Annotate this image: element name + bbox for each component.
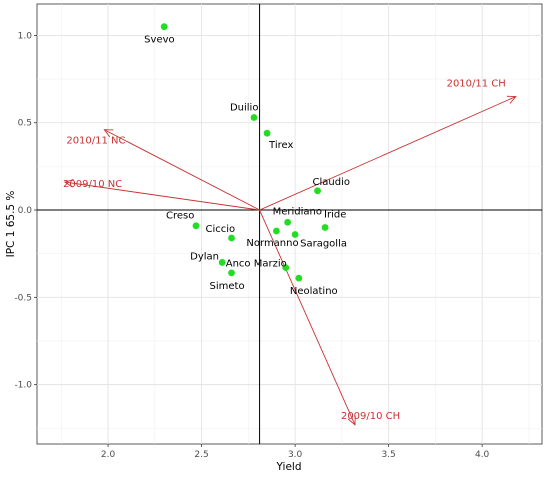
genotype-points bbox=[160, 23, 329, 282]
genotype-point bbox=[250, 114, 258, 121]
axis-ticks: 2.0 2.5 3.0 3.5 4.0 1.0 0.5 0.0 -0.5 -1.0 bbox=[14, 31, 489, 460]
x-tick-label: 3.0 bbox=[288, 450, 303, 460]
vector-label: 2009/10 CH bbox=[341, 411, 400, 422]
point-label: Meridiano bbox=[273, 206, 322, 217]
point-label: Anco Marzio bbox=[226, 259, 287, 270]
genotype-point bbox=[273, 227, 280, 235]
point-label: Iride bbox=[324, 209, 346, 220]
genotype-point bbox=[218, 259, 226, 266]
point-label: Claudio bbox=[313, 177, 350, 188]
genotype-point bbox=[284, 218, 292, 226]
vector-label: 2010/11 NC bbox=[66, 136, 125, 147]
genotype-point bbox=[228, 234, 235, 242]
point-label: Duilio bbox=[230, 102, 258, 113]
y-tick-label: 0.5 bbox=[18, 119, 32, 129]
vector-label: 2010/11 CH bbox=[447, 79, 506, 90]
vector-arrowhead bbox=[506, 95, 517, 104]
x-axis-title: Yield bbox=[276, 461, 302, 473]
reference-lines bbox=[37, 4, 542, 444]
x-tick-label: 4.0 bbox=[475, 450, 490, 460]
genotype-point bbox=[160, 23, 168, 31]
point-label: Creso bbox=[166, 211, 194, 222]
y-tick-label: 1.0 bbox=[18, 31, 33, 41]
x-tick-label: 2.0 bbox=[101, 450, 116, 460]
point-labels: Svevo Duilio Tirex Claudio Creso Ciccio Meridi… bbox=[144, 35, 350, 297]
point-label: Ciccio bbox=[206, 224, 236, 235]
genotype-point bbox=[192, 222, 200, 230]
genotype-point bbox=[321, 224, 329, 231]
genotype-point bbox=[291, 231, 299, 238]
genotype-point bbox=[282, 264, 290, 272]
genotype-point bbox=[314, 187, 321, 195]
vector-arrowhead bbox=[64, 178, 74, 188]
vector-arrow bbox=[104, 129, 260, 211]
vector-arrowhead bbox=[347, 415, 356, 426]
y-tick-label: -0.5 bbox=[14, 293, 32, 303]
loading-vectors: 2010/11 CH 2010/11 NC 2009/10 NC 2009/10 CH bbox=[63, 79, 517, 426]
vector-arrow bbox=[64, 181, 260, 211]
vector-arrow bbox=[259, 209, 356, 425]
point-label: Tirex bbox=[268, 140, 293, 151]
y-axis-title: IPC 1 65.5 % bbox=[5, 191, 17, 258]
vector-label: 2009/10 NC bbox=[63, 179, 122, 190]
genotype-point bbox=[263, 129, 271, 137]
point-label: Normanno bbox=[246, 238, 298, 249]
point-label: Dylan bbox=[190, 251, 219, 262]
vector-arrowhead bbox=[103, 129, 114, 138]
vector-arrow bbox=[259, 96, 516, 211]
point-label: Simeto bbox=[210, 281, 245, 292]
x-tick-label: 3.5 bbox=[381, 450, 395, 460]
y-tick-label: 0.0 bbox=[18, 206, 33, 216]
point-label: Saragolla bbox=[300, 238, 347, 249]
x-tick-label: 2.5 bbox=[194, 450, 208, 460]
y-tick-label: -1.0 bbox=[14, 381, 32, 391]
point-label: Neolatino bbox=[290, 286, 338, 297]
genotype-point bbox=[295, 274, 303, 282]
genotype-point bbox=[228, 269, 235, 277]
point-label: Svevo bbox=[144, 35, 174, 46]
